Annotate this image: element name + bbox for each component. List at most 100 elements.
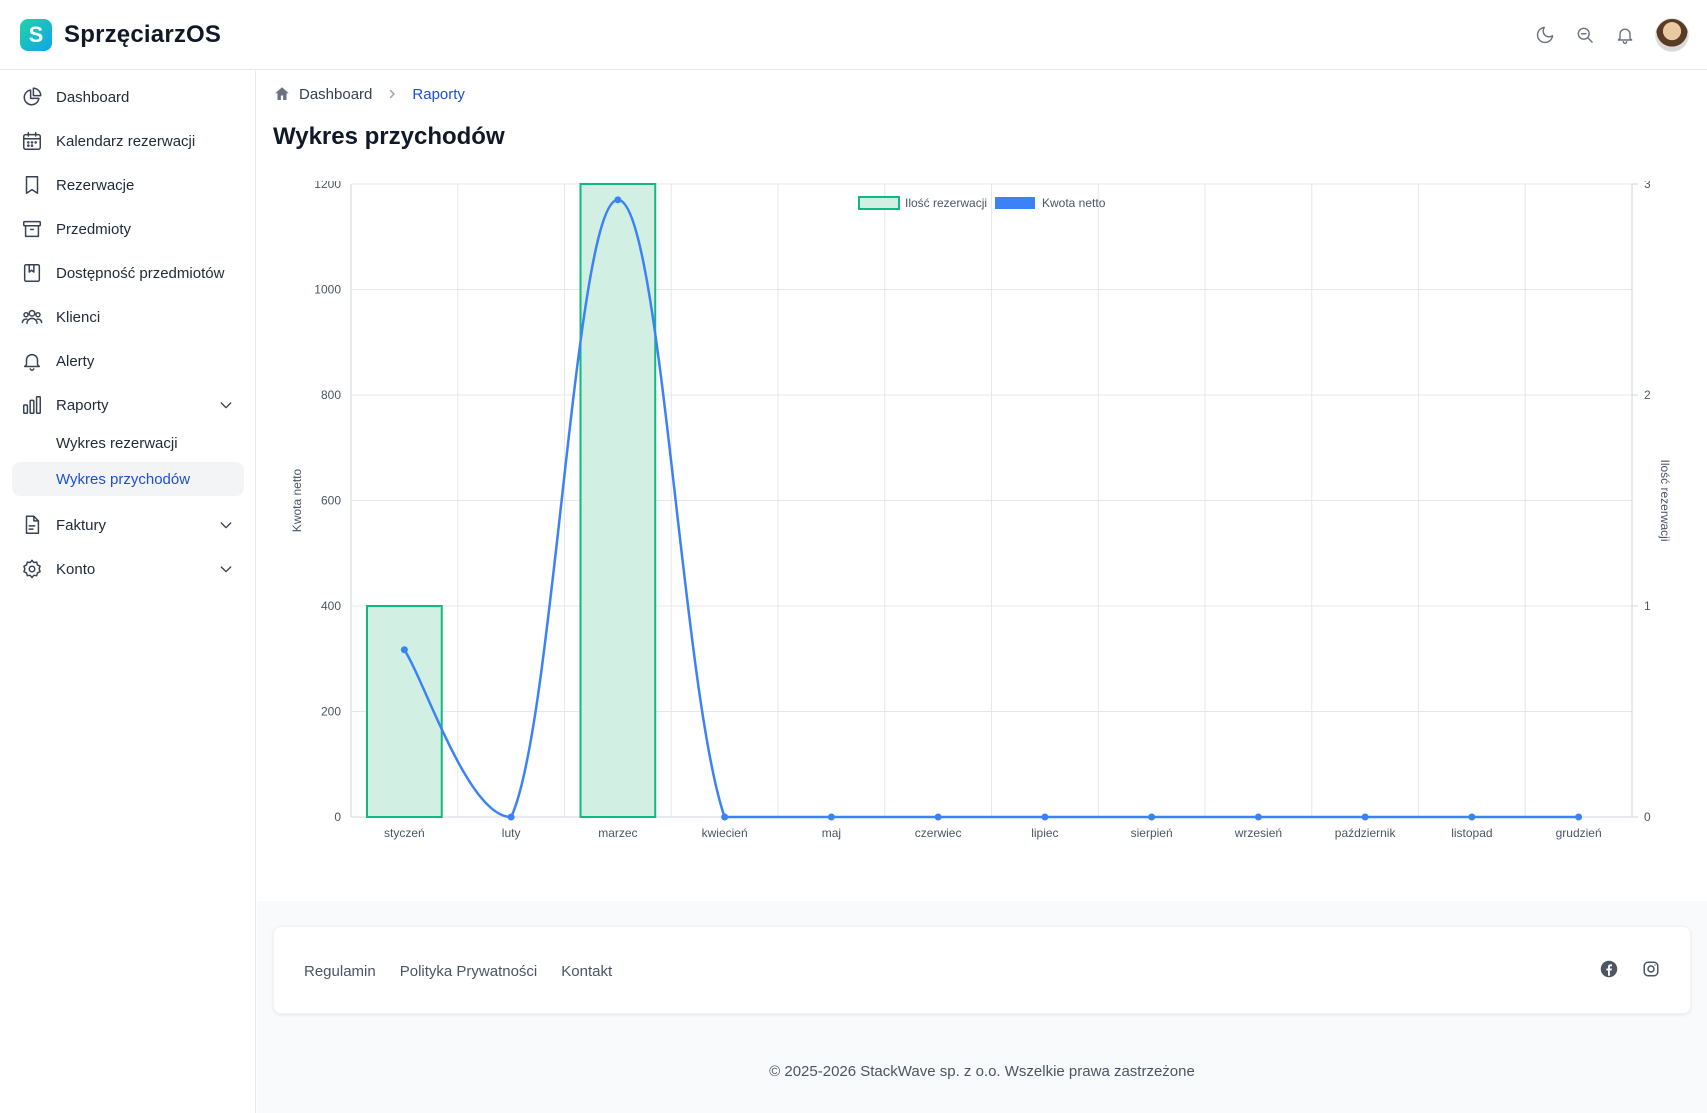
y-tick-label: 800 — [321, 388, 341, 402]
sidebar-item-label: Dostępność przedmiotów — [56, 264, 225, 282]
y2-tick-label: 1 — [1644, 599, 1651, 613]
footer-link-contact[interactable]: Kontakt — [561, 962, 613, 980]
gear-icon — [20, 557, 44, 581]
bar — [579, 183, 657, 818]
bar — [366, 605, 443, 818]
facebook-icon[interactable] — [1600, 960, 1618, 983]
sidebar-subitem-label: Wykres przychodów — [56, 470, 191, 488]
brand[interactable]: S SprzęciarzOS — [20, 18, 222, 51]
x-tick-label: luty — [502, 826, 521, 840]
bell-icon — [20, 349, 44, 373]
brand-name: SprzęciarzOS — [64, 20, 222, 48]
page-title: Wykres przychodów — [273, 123, 505, 150]
y-tick-label: 1000 — [314, 283, 341, 297]
footer-link-privacy[interactable]: Polityka Prywatności — [399, 962, 538, 980]
users-icon — [20, 305, 44, 329]
logo: S — [20, 18, 52, 51]
bar-chart-icon — [20, 393, 44, 417]
line-point — [507, 813, 515, 821]
x-tick-label: grudzień — [1556, 826, 1602, 840]
header-actions — [1535, 0, 1689, 70]
sidebar-item-label: Raporty — [56, 396, 109, 414]
sidebar-item-reservations[interactable]: Rezerwacje — [12, 165, 244, 205]
footer-links: Regulamin Polityka Prywatności Kontakt — [304, 927, 612, 1015]
sidebar: Dashboard Kalendarz rezerwacji Rezerwacj… — [0, 71, 256, 1113]
document-icon — [20, 513, 44, 537]
sidebar-subitem-label: Wykres rezerwacji — [56, 434, 178, 452]
line-point — [1361, 813, 1369, 821]
instagram-icon[interactable] — [1642, 960, 1660, 983]
sidebar-item-clients[interactable]: Klienci — [12, 297, 244, 337]
legend-label: Kwota netto — [1042, 196, 1106, 210]
legend-swatch-bars — [858, 196, 900, 210]
legend-label: Ilość rezerwacji — [905, 196, 987, 210]
content-panel: Dashboard Raporty Wykres przychodów 0 200… — [257, 71, 1707, 901]
x-tick-label: kwiecień — [702, 826, 748, 840]
chart-pie-icon — [20, 85, 44, 109]
sidebar-item-label: Kalendarz rezerwacji — [56, 132, 196, 150]
footer-social — [1600, 927, 1660, 1015]
y-tick-label: 400 — [321, 599, 341, 613]
sidebar-item-label: Rezerwacje — [56, 176, 135, 194]
top-header: S SprzęciarzOS — [0, 0, 1707, 70]
line-point — [827, 813, 835, 821]
sidebar-item-availability[interactable]: Dostępność przedmiotów — [12, 253, 244, 293]
sidebar-item-dashboard[interactable]: Dashboard — [12, 77, 244, 117]
sidebar-item-label: Klienci — [56, 308, 101, 326]
sidebar-subitem-revenue-chart[interactable]: Wykres przychodów — [12, 462, 244, 496]
revenue-chart: 0 200 400 600 800 1000 1200 0 1 2 3 styczeń luty marz… — [290, 181, 1672, 840]
y2-tick-label: 2 — [1644, 388, 1651, 402]
line-point — [1148, 813, 1156, 821]
y2-tick-label: 0 — [1644, 810, 1651, 824]
x-tick-label: czerwiec — [915, 826, 962, 840]
x-tick-label: styczeń — [384, 826, 425, 840]
line-point — [1575, 813, 1583, 821]
sidebar-item-label: Dashboard — [56, 88, 130, 106]
y-tick-label: 200 — [321, 705, 341, 719]
x-tick-label: wrzesień — [1234, 826, 1282, 840]
sidebar-item-label: Alerty — [56, 352, 95, 370]
sidebar-item-items[interactable]: Przedmioty — [12, 209, 244, 249]
breadcrumb-home[interactable]: Dashboard — [273, 85, 372, 103]
line-point — [400, 646, 408, 654]
bell-icon[interactable] — [1615, 25, 1635, 45]
x-tick-label: listopad — [1451, 826, 1492, 840]
sidebar-item-calendar[interactable]: Kalendarz rezerwacji — [12, 121, 244, 161]
sidebar-item-invoices[interactable]: Faktury — [12, 505, 244, 545]
x-tick-label: maj — [822, 826, 841, 840]
x-tick-label: marzec — [598, 826, 637, 840]
moon-icon[interactable] — [1535, 25, 1555, 45]
chevron-down-icon — [220, 522, 232, 529]
y-tick-label: 1200 — [314, 181, 341, 191]
sidebar-item-label: Przedmioty — [56, 220, 132, 238]
sidebar-item-reports[interactable]: Raporty — [12, 385, 244, 425]
sidebar-item-account[interactable]: Konto — [12, 549, 244, 589]
main-area: Dashboard Raporty Wykres przychodów 0 200… — [257, 71, 1707, 1113]
sidebar-item-label: Faktury — [56, 516, 107, 534]
line-point — [1468, 813, 1476, 821]
line-series-kwota-netto — [403, 198, 1579, 819]
calendar-icon — [20, 129, 44, 153]
breadcrumb-home-label: Dashboard — [299, 85, 373, 103]
line-point — [614, 196, 622, 204]
chevron-right-icon — [386, 88, 398, 100]
footer-link-terms[interactable]: Regulamin — [304, 962, 376, 980]
breadcrumb-current[interactable]: Raporty — [412, 85, 465, 103]
sidebar-item-alerts[interactable]: Alerty — [12, 341, 244, 381]
line-point — [721, 813, 729, 821]
x-tick-label: październik — [1335, 826, 1397, 840]
breadcrumb: Dashboard Raporty — [273, 85, 465, 103]
archive-box-icon — [20, 217, 44, 241]
y2-axis-title: Ilość rezerwacji — [1658, 459, 1672, 541]
home-icon — [275, 87, 289, 100]
bookmark-icon — [20, 173, 44, 197]
x-tick-label: lipiec — [1031, 826, 1058, 840]
chevron-down-icon — [220, 566, 232, 573]
sidebar-subitem-reservations-chart[interactable]: Wykres rezerwacji — [12, 426, 244, 460]
x-tick-label: sierpień — [1131, 826, 1173, 840]
search-icon[interactable] — [1575, 25, 1595, 45]
copyright: © 2025-2026 StackWave sp. z o.o. Wszelki… — [769, 1063, 1195, 1080]
line-point — [1041, 813, 1049, 821]
sidebar-item-label: Konto — [56, 560, 96, 578]
avatar[interactable] — [1655, 18, 1689, 52]
